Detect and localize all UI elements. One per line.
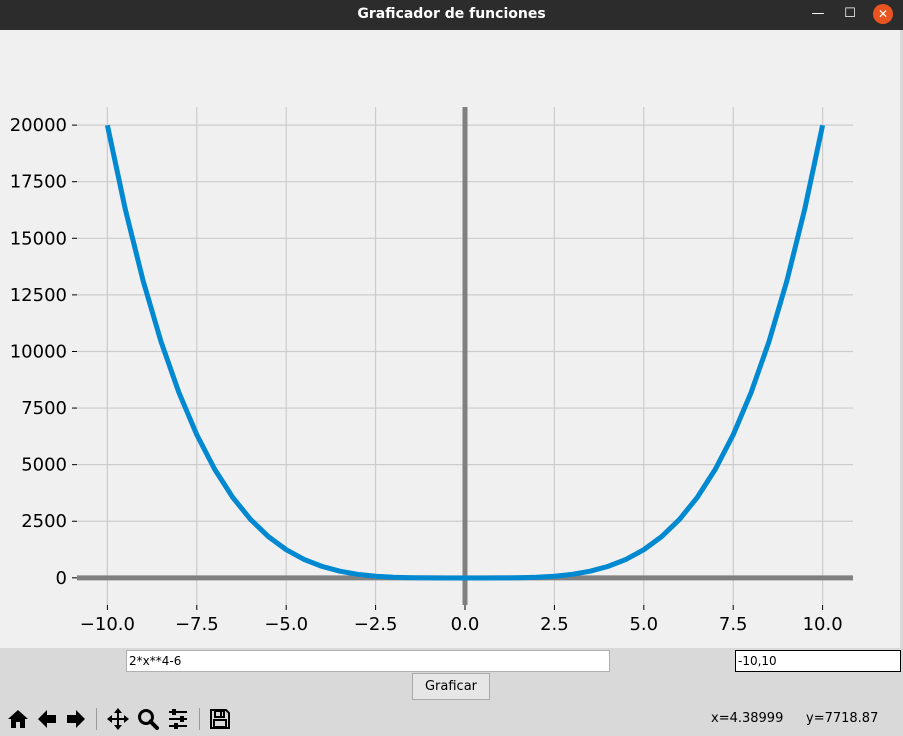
curve-layer xyxy=(104,124,826,581)
title-bar: Graficador de funciones — ☐ ✕ xyxy=(0,0,903,30)
x-tick-label: −2.5 xyxy=(354,614,398,635)
toolbar-separator xyxy=(199,708,200,730)
x-tick-label: −10.0 xyxy=(80,614,135,635)
forward-arrow-icon[interactable] xyxy=(63,706,89,732)
x-tick-label: 10.0 xyxy=(803,614,843,635)
graph-button[interactable]: Graficar xyxy=(412,673,490,700)
save-icon[interactable] xyxy=(207,706,233,732)
close-button[interactable]: ✕ xyxy=(873,4,893,24)
y-tick-label: 5000 xyxy=(21,455,67,476)
y-tick-label: 0 xyxy=(56,568,67,589)
home-icon[interactable] xyxy=(5,706,31,732)
y-tick-labels: 0 2500 5000 7500 10000 12500 15000 17500 20000 xyxy=(10,115,77,589)
back-arrow-icon[interactable] xyxy=(34,706,60,732)
plot-canvas[interactable]: −10.0 −7.5 −5.0 −2.5 0.0 2.5 5.0 7.5 10.0 0 2500 5… xyxy=(0,30,900,648)
y-tick-label: 15000 xyxy=(10,228,67,249)
y-tick-label: 7500 xyxy=(21,398,67,419)
x-tick-label: −7.5 xyxy=(175,614,219,635)
x-tick-label: 7.5 xyxy=(719,614,748,635)
y-tick-label: 12500 xyxy=(10,285,67,306)
cursor-x-readout: x=4.38999 xyxy=(711,711,784,726)
x-tick-label: −5.0 xyxy=(264,614,308,635)
function-chart[interactable]: −10.0 −7.5 −5.0 −2.5 0.0 2.5 5.0 7.5 10.0 0 2500 5… xyxy=(0,30,900,648)
toolbar-separator xyxy=(96,708,97,730)
navigation-toolbar: x=4.38999 y=7718.87 xyxy=(0,704,903,736)
range-input[interactable] xyxy=(735,650,901,672)
function-curve xyxy=(104,124,826,581)
window-edge xyxy=(900,30,903,648)
function-input[interactable] xyxy=(126,650,610,672)
x-tick-label: 0.0 xyxy=(451,614,480,635)
window-title: Graficador de funciones xyxy=(357,6,546,22)
x-tick-label: 2.5 xyxy=(540,614,569,635)
zoom-icon[interactable] xyxy=(135,706,161,732)
pan-icon[interactable] xyxy=(105,706,131,732)
controls-panel: Graficar xyxy=(0,648,903,704)
y-tick-label: 20000 xyxy=(10,115,67,136)
maximize-button[interactable]: ☐ xyxy=(844,6,856,21)
y-tick-label: 17500 xyxy=(10,172,67,193)
x-tick-labels: −10.0 −7.5 −5.0 −2.5 0.0 2.5 5.0 7.5 10.0 xyxy=(80,605,843,635)
y-tick-label: 2500 xyxy=(21,511,67,532)
configure-subplots-icon[interactable] xyxy=(165,706,191,732)
y-tick-label: 10000 xyxy=(10,341,67,362)
minimize-button[interactable]: — xyxy=(811,6,825,21)
x-tick-label: 5.0 xyxy=(629,614,658,635)
cursor-y-readout: y=7718.87 xyxy=(806,711,879,726)
